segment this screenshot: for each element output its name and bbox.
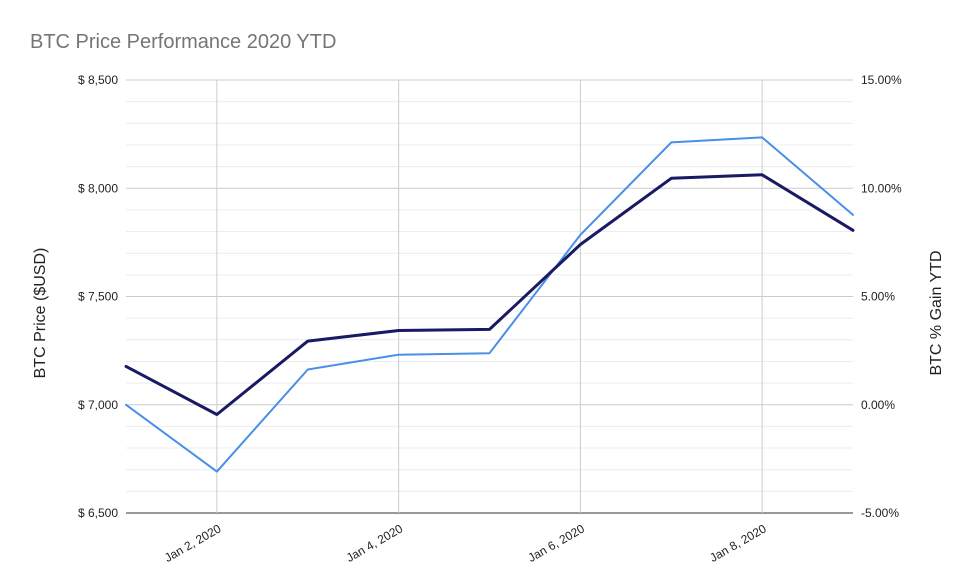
right-tick-label: 5.00% <box>861 290 895 304</box>
right-axis-title: BTC % Gain YTD <box>928 250 945 375</box>
minor-gridlines <box>126 101 853 492</box>
right-tick-label: 10.00% <box>861 181 902 195</box>
right-tick-label: 15.00% <box>861 73 902 87</box>
x-tick-label: Jan 6, 2020 <box>526 521 588 565</box>
right-axis-ticks: -5.00% 0.00% 5.00% 10.00% 15.00% <box>861 73 902 520</box>
chart-title: BTC Price Performance 2020 YTD <box>30 31 337 53</box>
right-tick-label: -5.00% <box>861 506 899 520</box>
right-tick-label: 0.00% <box>861 398 895 412</box>
left-tick-label: $ 7,000 <box>78 398 118 412</box>
left-tick-label: $ 6,500 <box>78 506 118 520</box>
price-series-line <box>124 173 855 416</box>
x-tick-label: Jan 2, 2020 <box>162 521 224 565</box>
x-tick-label: Jan 8, 2020 <box>707 521 769 565</box>
vertical-gridlines <box>216 80 763 513</box>
gain-series-line <box>125 136 854 473</box>
x-tick-label: Jan 4, 2020 <box>344 521 406 565</box>
x-axis-ticks: Jan 2, 2020 Jan 4, 2020 Jan 6, 2020 Jan 8, … <box>162 521 769 565</box>
left-axis-ticks: $ 6,500 $ 7,000 $ 7,500 $ 8,000 $ 8,500 <box>78 73 118 520</box>
left-tick-label: $ 7,500 <box>78 290 118 304</box>
left-tick-label: $ 8,000 <box>78 181 118 195</box>
series-layer <box>124 136 855 473</box>
major-gridlines <box>126 79 853 514</box>
left-axis-title: BTC Price ($USD) <box>32 248 49 379</box>
left-tick-label: $ 8,500 <box>78 73 118 87</box>
